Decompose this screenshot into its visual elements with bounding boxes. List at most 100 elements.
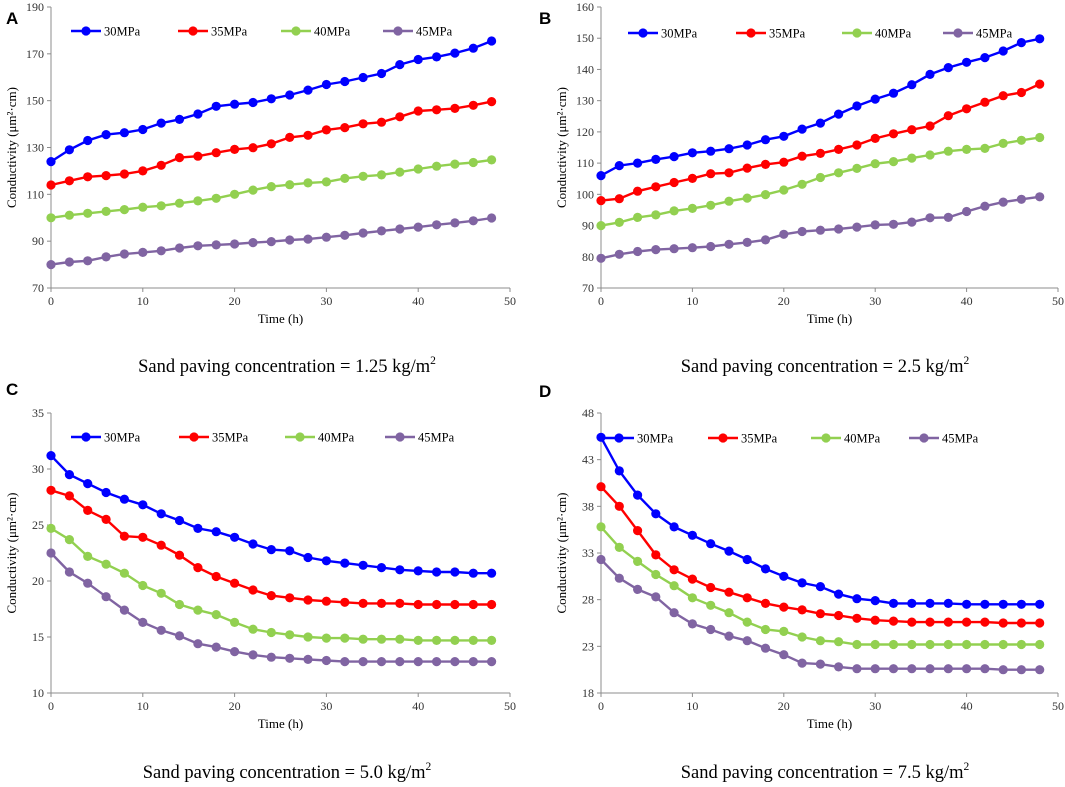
series-30mpa-point (156, 118, 166, 128)
series-40mpa-point (119, 205, 129, 215)
series-40mpa-point (468, 157, 478, 168)
series-40mpa-point (138, 580, 148, 591)
series-45mpa-point (614, 249, 624, 259)
legend: 30MPa 35MPa 40MPa 45MPa (71, 431, 455, 445)
series-45mpa-point (706, 241, 716, 252)
series-40mpa-point (432, 635, 442, 646)
series-35mpa-point (614, 501, 624, 511)
series-30mpa-point (706, 539, 716, 549)
series-35mpa-point (888, 129, 899, 139)
series-30mpa-point (101, 487, 111, 498)
series-30mpa-point (614, 161, 624, 171)
series-45mpa-point (321, 655, 331, 666)
series-40mpa-point (706, 200, 716, 210)
series-30mpa-point (888, 598, 899, 609)
x-tick-label: 50 (1052, 294, 1064, 308)
series-35mpa-point (83, 172, 93, 182)
series-30mpa-point (101, 130, 111, 140)
legend: 30MPa 35MPa 40MPa 45MPa (71, 25, 453, 39)
series-45mpa-point (46, 260, 56, 270)
series-45mpa-point (980, 201, 990, 211)
series-35mpa-point (156, 540, 166, 550)
series-30mpa-point (230, 532, 240, 542)
series-45mpa-point (724, 239, 734, 249)
series-40mpa-point (376, 170, 387, 180)
x-tick-label: 0 (48, 699, 54, 713)
series-45mpa-point (266, 652, 276, 662)
series-40mpa-point (888, 639, 899, 650)
y-axis-title: Conductivity (μm²·cm) (554, 493, 569, 614)
series-40mpa-point (742, 617, 752, 627)
series-40mpa-point (46, 523, 56, 534)
series-40mpa-point (724, 196, 734, 206)
series-40mpa-point (285, 630, 295, 640)
series-40mpa-point (450, 635, 460, 646)
legend-swatch-marker (746, 28, 756, 38)
series-40mpa-point (870, 159, 880, 169)
series-40mpa-point (64, 535, 74, 545)
series-30mpa (596, 34, 1045, 181)
series-45mpa-point (980, 664, 990, 674)
series-30mpa-point (119, 494, 129, 504)
series-35mpa-point (907, 617, 917, 627)
series-30mpa-point (633, 158, 643, 168)
series-30mpa-point (487, 568, 497, 578)
series-30mpa-point (432, 52, 442, 62)
series-30mpa-point (46, 451, 56, 461)
x-tick-label: 50 (504, 699, 516, 713)
series-35mpa-point (687, 574, 698, 584)
series-40mpa-point (962, 639, 972, 650)
chart-panel-a: A 70 90 110 130 150 170 190 0 10 20 30 40 50 Time (h) C… (4, 0, 516, 377)
series-30mpa-point (870, 596, 880, 606)
series-35mpa-point (248, 585, 258, 595)
series-45mpa-point (358, 657, 368, 667)
series-45mpa-point (83, 578, 93, 588)
series-40mpa-point (413, 635, 423, 646)
series-35mpa-point (980, 97, 990, 107)
series-40mpa-point (156, 588, 166, 598)
series-45mpa-point (248, 650, 258, 660)
series-40mpa-point (1016, 639, 1026, 650)
legend-swatch-marker (852, 28, 862, 38)
series-35mpa-point (101, 171, 111, 181)
series-30mpa-point (358, 560, 368, 570)
series-30mpa (46, 451, 497, 578)
series-30mpa-point (925, 598, 935, 609)
series-40mpa-point (760, 624, 771, 635)
series-45mpa-point (193, 639, 203, 649)
y-tick-label: 170 (26, 47, 44, 61)
series-30mpa-point (340, 558, 350, 568)
series-35mpa-point (962, 617, 972, 627)
chart-panel-b: B 70 80 90 100 110 120 130 140 150 160 0 10 20 30 40 50 T… (539, 0, 1064, 377)
series-40mpa-point (614, 542, 624, 553)
series-30mpa-point (724, 144, 734, 154)
series-40mpa-point (925, 639, 935, 650)
legend-swatch-marker (291, 26, 301, 36)
series-45mpa-point (211, 642, 221, 652)
series-35mpa-point (211, 148, 221, 158)
series-30mpa-point (1035, 599, 1045, 609)
y-tick-label: 38 (582, 499, 594, 513)
series-30mpa-point (248, 97, 258, 108)
series-30mpa-point (687, 530, 698, 540)
series-30mpa-point (285, 546, 295, 556)
series-30mpa (596, 432, 1045, 609)
caption-superscript: 2 (426, 761, 432, 773)
x-tick-label: 0 (48, 294, 54, 308)
y-tick-label: 10 (32, 686, 44, 700)
series-45mpa-point (487, 213, 497, 223)
series-40mpa-point (687, 593, 698, 603)
series-35mpa-point (211, 571, 221, 582)
legend-swatch-marker (81, 26, 91, 36)
legend-swatch-marker (189, 432, 199, 442)
series-30mpa-point (266, 94, 276, 104)
series-35mpa-point (834, 610, 844, 621)
legend-swatch-marker (395, 432, 405, 442)
series-45mpa-point (138, 617, 148, 628)
legend-swatch-marker (614, 433, 624, 443)
series-40mpa-point (193, 605, 203, 615)
series-30mpa-point (888, 88, 899, 98)
series-30mpa-point (596, 171, 606, 181)
series-30mpa-point (358, 72, 368, 83)
y-tick-label: 120 (576, 125, 594, 139)
